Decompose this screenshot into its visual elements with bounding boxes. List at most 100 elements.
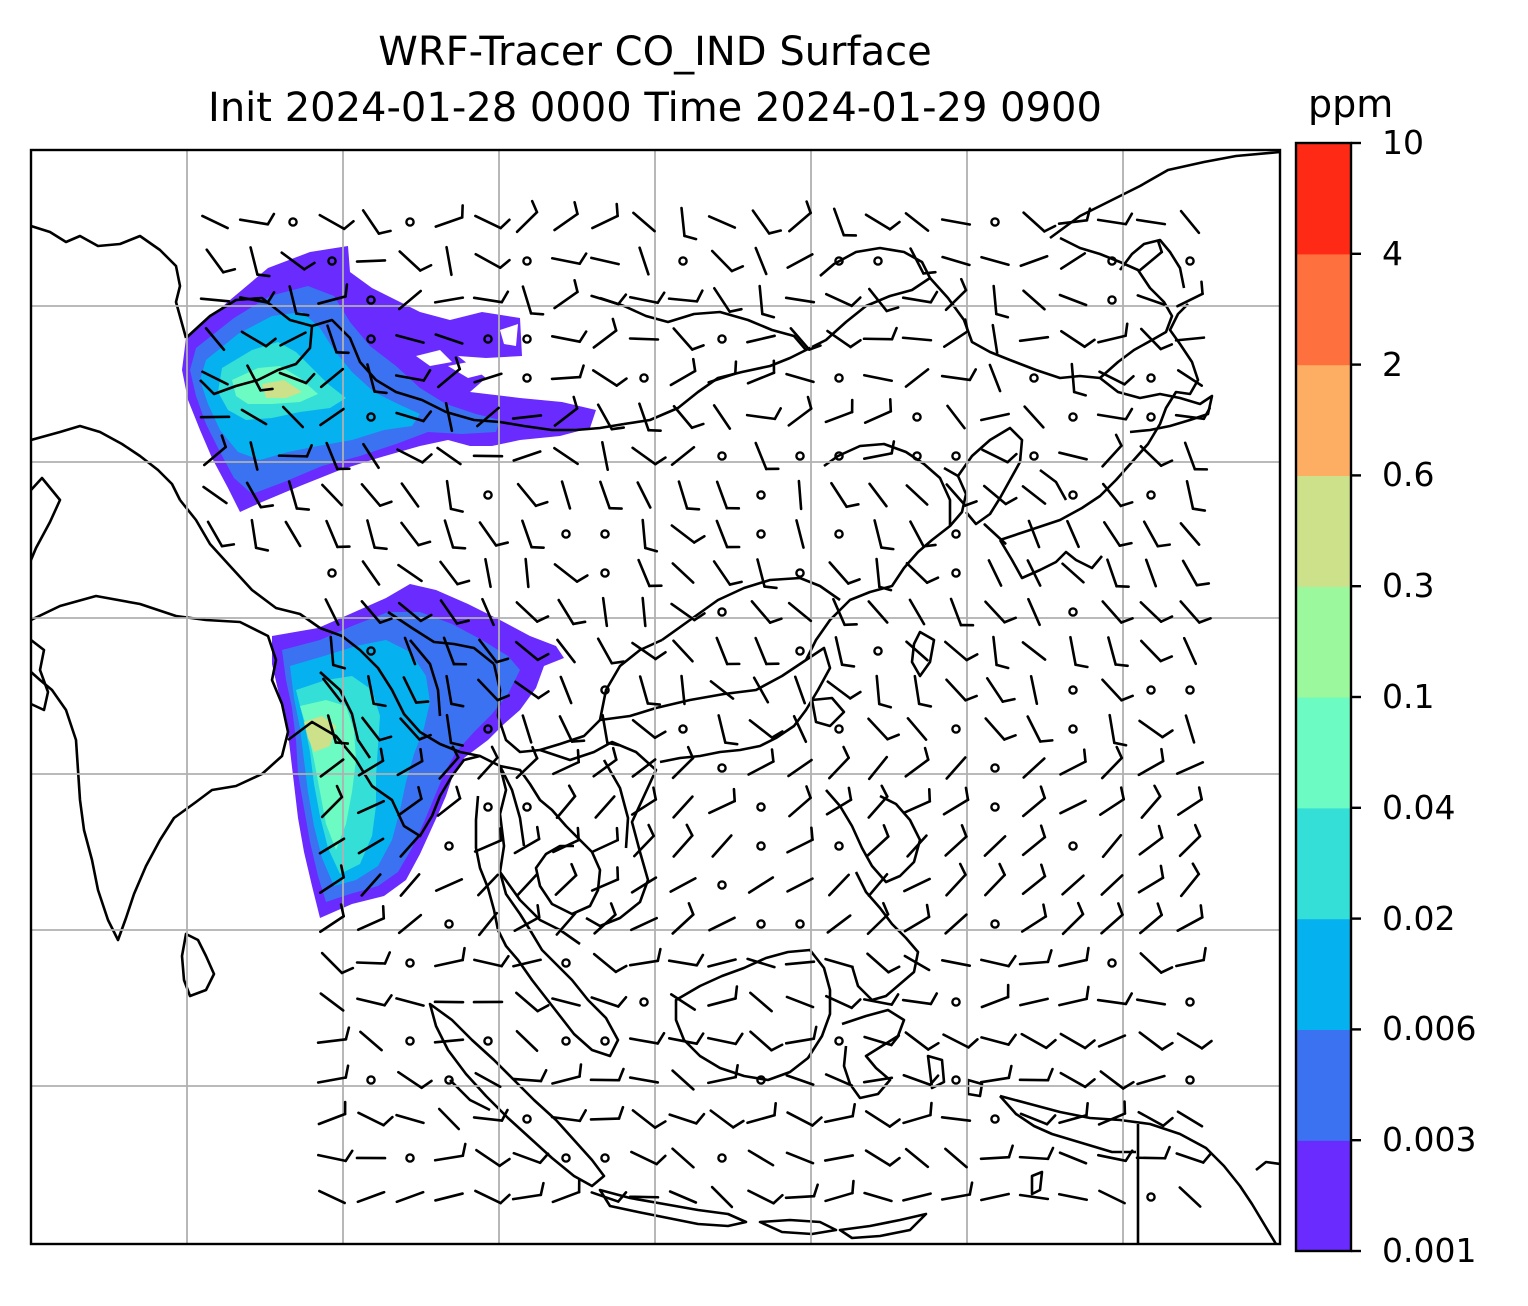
wind-barb: [786, 1111, 814, 1127]
wind-barb: [591, 369, 619, 387]
wind-barb-feather: [967, 1038, 979, 1049]
wind-barb-feather: [1156, 543, 1171, 548]
calm-wind-marker: [1146, 490, 1156, 500]
wind-barb-feather: [998, 862, 1006, 877]
wind-barb: [1101, 833, 1123, 859]
wind-barb-feather: [421, 453, 433, 464]
wind-barb-feather: [339, 903, 345, 918]
wind-barb: [1021, 874, 1047, 896]
wind-barb: [785, 995, 815, 1009]
wind-barb: [1060, 329, 1086, 349]
wind-barb-feather: [960, 824, 968, 838]
wind-barb: [1097, 334, 1127, 344]
wind-barb-feather: [695, 1032, 705, 1046]
calm-wind-marker: [366, 334, 376, 344]
wind-barb: [980, 995, 1010, 1009]
wind-barb: [590, 838, 620, 854]
wind-barb-feather: [342, 219, 355, 231]
wind-barb: [752, 676, 770, 704]
wind-barb-feather: [498, 1157, 511, 1168]
wind-barb: [784, 1037, 816, 1045]
wind-barb: [1022, 289, 1046, 311]
wind-barb: [399, 717, 421, 741]
wind-barb: [1020, 915, 1048, 933]
wind-barb-feather: [1161, 1116, 1174, 1128]
wind-barb: [980, 412, 1010, 422]
wind-barb: [325, 519, 339, 549]
calm-wind-marker: [951, 451, 961, 461]
wind-barb-feather: [848, 690, 862, 700]
wind-barb-feather: [843, 623, 858, 627]
wind-barb: [319, 407, 345, 427]
wind-barb: [437, 1107, 461, 1131]
wind-barb: [516, 873, 538, 897]
wind-barb: [317, 295, 347, 305]
wind-barb-feather: [770, 748, 775, 763]
wind-barb: [992, 284, 998, 316]
wind-barb: [632, 834, 656, 858]
wind-barb: [516, 482, 538, 508]
wind-barb: [1178, 834, 1202, 858]
wind-barb: [940, 959, 972, 967]
wind-barb: [980, 255, 1010, 267]
wind-barb: [240, 408, 268, 426]
wind-barb-feather: [1153, 784, 1162, 798]
calm-wind-marker: [951, 529, 961, 539]
wind-barb-feather: [926, 1041, 940, 1051]
wind-barb: [359, 1030, 383, 1052]
wind-barb-feather: [690, 344, 705, 351]
wind-barb-feather: [616, 995, 628, 1008]
wind-barb: [552, 838, 580, 854]
wind-barb: [1185, 480, 1195, 510]
wind-barb: [1138, 719, 1164, 739]
wind-barb: [707, 372, 737, 384]
wind-barb-feather: [850, 998, 862, 1010]
wind-barb-feather: [379, 747, 385, 763]
calm-wind-marker: [600, 1153, 610, 1163]
wind-barb: [398, 289, 422, 311]
wind-barb-feather: [419, 613, 433, 623]
wind-barb: [1020, 1032, 1048, 1050]
wind-barb: [550, 256, 582, 266]
colorbar-tick-label: 0.001: [1382, 1231, 1477, 1270]
wind-barb: [949, 597, 963, 627]
wind-barb-feather: [1042, 903, 1048, 918]
calm-wind-marker: [1068, 412, 1078, 422]
wind-barb: [1135, 218, 1167, 226]
wind-barb: [863, 1035, 893, 1047]
wind-barb: [478, 638, 498, 664]
calm-wind-marker: [483, 724, 493, 734]
colorbar-tick-label: 0.1: [1382, 677, 1435, 716]
wind-barb: [1022, 757, 1046, 779]
wind-barb: [512, 1151, 542, 1165]
wind-barb-feather: [573, 279, 579, 294]
wind-barb: [476, 406, 500, 428]
wind-barb-feather: [878, 585, 893, 592]
wind-barb-feather: [500, 1108, 509, 1122]
calm-wind-marker: [1068, 685, 1078, 695]
wind-barb-feather: [805, 200, 812, 215]
wind-barb: [238, 296, 270, 304]
wind-barb-feather: [339, 864, 346, 879]
wind-barb-feather: [1197, 786, 1203, 801]
wind-barb: [628, 337, 660, 341]
calm-wind-marker: [1029, 373, 1039, 383]
wind-barb-feather: [770, 1043, 784, 1052]
wind-barb: [628, 295, 660, 305]
wind-barb: [434, 333, 464, 345]
wind-barb-feather: [647, 823, 656, 838]
wind-barb-feather: [1039, 785, 1047, 800]
wind-barb: [551, 1190, 581, 1204]
wind-barb-feather: [331, 663, 347, 670]
wind-barb: [553, 212, 579, 232]
wind-barb: [355, 259, 387, 263]
wind-barb: [515, 991, 539, 1013]
wind-barb: [1098, 798, 1126, 816]
wind-barb-feather: [461, 946, 466, 962]
wind-barb: [1176, 292, 1204, 308]
wind-barb: [473, 958, 503, 968]
wind-barb-feather: [1119, 616, 1134, 624]
wind-barb-feather: [1044, 1038, 1057, 1050]
wind-barb: [1059, 799, 1087, 815]
wind-barb: [481, 597, 495, 627]
